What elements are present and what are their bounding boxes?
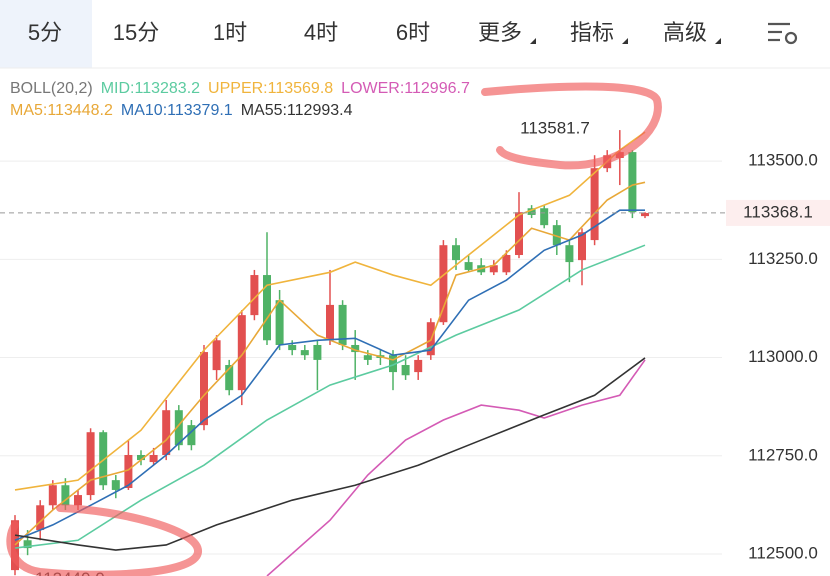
candle-body: [439, 245, 448, 323]
legend-entry: UPPER:113569.8: [208, 80, 333, 97]
candle-body: [590, 168, 599, 241]
candle-body: [313, 344, 322, 360]
candle-body: [389, 355, 397, 373]
candle-body: [263, 275, 271, 341]
candle-body: [162, 410, 171, 455]
candle-body: [338, 304, 347, 345]
tab[interactable]: 15分: [113, 20, 159, 45]
candle-body: [212, 340, 221, 371]
candle-body: [300, 350, 309, 356]
legend-entry: MID:113283.2: [101, 80, 200, 97]
indicator-line: [14, 209, 645, 541]
y-tick-label: 113500.0: [748, 151, 818, 170]
candle-body: [137, 454, 145, 461]
last-price-label: 113368.1: [743, 202, 813, 221]
candle-body: [326, 304, 334, 341]
candle-body: [489, 265, 498, 273]
candle-body: [351, 344, 360, 353]
candle-body: [36, 505, 45, 531]
dropdown-arrow: [622, 38, 628, 44]
candle-body: [111, 480, 120, 490]
candle-body: [502, 255, 511, 273]
tab[interactable]: 更多: [478, 20, 522, 45]
tab[interactable]: 指标: [570, 20, 614, 45]
legend-entry: LOWER:112996.7: [341, 80, 470, 97]
candle-body: [275, 300, 284, 345]
indicator-label: BOLL(20,2): [10, 80, 93, 97]
candle-body: [452, 245, 460, 261]
y-tick-label: 113250.0: [748, 249, 818, 268]
hand-drawn-circle: [6, 504, 202, 576]
plot: 112500.0 112750.0 113000.0 113250.0 113500.0…: [0, 118, 830, 576]
candle-body: [86, 432, 95, 496]
candle-body: [187, 425, 196, 446]
tab-selected-bg: [0, 0, 92, 68]
candle-body: [288, 344, 297, 351]
candle-body: [565, 245, 574, 263]
candle-body: [552, 225, 561, 246]
candle-body: [149, 454, 158, 463]
candle-body: [250, 275, 259, 316]
candle-body: [124, 454, 133, 488]
settings-icon[interactable]: [768, 22, 798, 45]
extreme-label: 113581.7: [520, 118, 590, 137]
candle-body: [527, 208, 536, 215]
candle-body: [464, 262, 473, 270]
legend-entry: MA55:112993.4: [241, 102, 353, 119]
indicator-line: [266, 359, 646, 576]
candle-body: [200, 352, 208, 426]
tab[interactable]: 1时: [213, 20, 247, 45]
dropdown-arrow: [715, 38, 721, 44]
candle-body: [225, 365, 234, 391]
last-price-box: [726, 199, 830, 226]
tab[interactable]: 5分: [28, 20, 62, 45]
legend-entry: MA10:113379.1: [121, 102, 233, 119]
tab[interactable]: 高级: [663, 20, 707, 45]
y-tick-label: 112750.0: [748, 445, 818, 464]
y-tick-label: 112500.0: [748, 543, 818, 562]
candle-body: [641, 212, 649, 217]
candle-body: [48, 485, 57, 506]
legend-row: BOLL(20,2) MID:113283.2 UPPER:113569.8 LOWE…: [10, 80, 470, 97]
hand-drawn-circle: [481, 82, 662, 170]
dropdown-arrow: [530, 38, 536, 44]
candle-body: [74, 495, 82, 506]
candle-body: [23, 540, 32, 549]
candle-body: [363, 355, 372, 360]
candle-body: [578, 232, 586, 261]
candle-body: [237, 315, 246, 391]
indicator-line: [14, 131, 646, 491]
candle-body: [99, 432, 108, 486]
candle-body: [515, 212, 523, 256]
candle-body: [628, 152, 637, 213]
legend-entry: MA5:113448.2: [10, 102, 113, 119]
y-tick-label: 113000.0: [748, 347, 818, 366]
candle-body: [61, 485, 70, 506]
candle-body: [540, 208, 549, 226]
candle-body: [11, 520, 19, 571]
tab-bar: [0, 0, 830, 68]
tab[interactable]: 6时: [396, 20, 430, 45]
tab[interactable]: 4时: [304, 20, 338, 45]
indicator-line: [14, 357, 646, 551]
tabs: 5分 15分 1时 4时 6时 更多 指标 高级: [28, 20, 721, 45]
candle-body: [401, 365, 410, 376]
candle-body: [414, 359, 423, 373]
candle-body: [174, 410, 183, 446]
legend-row: MA5:113448.2 MA10:113379.1 MA55:112993.4: [10, 102, 353, 119]
